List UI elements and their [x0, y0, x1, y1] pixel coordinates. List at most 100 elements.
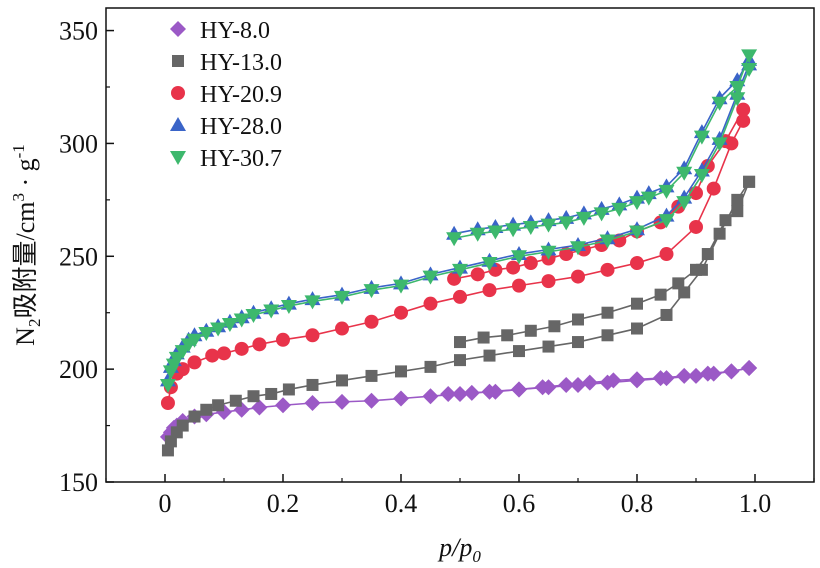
adsorption-point: [263, 304, 280, 319]
desorption-point: [558, 216, 575, 231]
desorption-point: [699, 365, 716, 382]
adsorption-point: [570, 376, 586, 393]
series-layer: [159, 49, 758, 457]
adsorption-point: [198, 327, 215, 342]
adsorption-point: [453, 289, 467, 304]
adsorption-point: [245, 308, 262, 323]
adsorption-point: [221, 318, 238, 332]
adsorption-point: [393, 390, 409, 407]
adsorption-point: [335, 321, 349, 336]
adsorption-point: [541, 274, 556, 289]
legend-marker: [171, 86, 185, 100]
desorption-point: [463, 384, 480, 401]
adsorption-point: [363, 392, 380, 409]
adsorption-point: [572, 336, 584, 349]
desorption-point: [631, 297, 643, 310]
legend-marker: [170, 21, 186, 37]
desorption-point: [629, 196, 645, 211]
adsorption-point: [234, 341, 249, 356]
adsorption-point: [659, 247, 674, 262]
desorption-point: [743, 175, 756, 188]
adsorption-point: [658, 214, 675, 229]
desorption-point: [572, 313, 584, 326]
adsorption-point: [511, 250, 527, 265]
adsorption-point: [251, 399, 268, 416]
axis-ticks: 0 0.2 0.4 0.6 0.8 1.0 150 200 250 300 350: [59, 17, 815, 518]
adsorption-point: [540, 245, 557, 260]
y-tick-label: 200: [59, 355, 98, 384]
adsorption-point: [483, 349, 496, 362]
desorption-point: [540, 218, 557, 233]
adsorption-point: [729, 92, 746, 107]
adsorption-point: [187, 355, 202, 370]
adsorption-point: [629, 225, 645, 240]
adsorption-point: [452, 263, 468, 278]
y-tick-label: 250: [59, 242, 98, 271]
x-tick-label: 0: [159, 489, 172, 518]
adsorption-point: [161, 444, 174, 457]
desorption-point: [534, 379, 551, 396]
adsorption-point: [689, 219, 703, 234]
adsorption-point: [711, 137, 728, 152]
desorption-point: [440, 385, 457, 402]
adsorption-point: [160, 396, 175, 410]
x-tick-label: 0.6: [503, 489, 536, 518]
desorption-point: [658, 184, 675, 199]
desorption-point: [611, 202, 628, 217]
legend-label: HY-13.0: [200, 50, 282, 76]
adsorption-point: [394, 305, 408, 320]
x-tick-label: 0.2: [267, 489, 300, 518]
adsorption-point: [205, 348, 220, 363]
adsorption-point: [423, 296, 438, 311]
desorption-point: [593, 207, 610, 222]
desorption-point: [612, 233, 627, 248]
adsorption-point: [188, 410, 201, 423]
adsorption-point: [688, 367, 704, 384]
desorption-point: [652, 370, 669, 387]
desorption-point: [575, 211, 592, 226]
x-tick-label: 0.8: [621, 489, 654, 518]
legend-label: HY-30.7: [200, 146, 282, 172]
legend-marker: [170, 151, 186, 165]
y-axis-title: N2吸附量/cm3 · g-1: [9, 144, 44, 346]
desorption-point: [524, 324, 537, 337]
desorption-point: [690, 263, 702, 276]
adsorption-point: [424, 360, 437, 373]
adsorption-point: [159, 378, 176, 393]
desorption-point: [559, 247, 574, 262]
desorption-point: [601, 306, 614, 319]
adsorption-point: [304, 295, 321, 310]
adsorption-point: [571, 269, 585, 284]
x-axis-title: p/p0: [437, 533, 481, 566]
desorption-point: [446, 232, 463, 247]
adsorption-point: [334, 290, 350, 305]
desorption-point: [723, 363, 740, 380]
adsorption-point: [212, 399, 225, 412]
adsorption-point: [186, 333, 203, 348]
legend-marker: [172, 55, 184, 67]
desorption-point: [523, 256, 538, 271]
adsorption-point: [481, 257, 498, 272]
adsorption-point: [280, 299, 297, 314]
desorption-point: [654, 288, 667, 301]
adsorption-point: [305, 328, 320, 343]
desorption-point: [672, 277, 685, 290]
adsorption-point: [454, 354, 466, 367]
adsorption-point: [334, 393, 350, 410]
adsorption-point: [706, 181, 721, 196]
desorption-point: [469, 227, 486, 242]
desorption-point: [477, 331, 490, 344]
legend-item: HY-28.0: [170, 114, 282, 140]
y-tick-label: 300: [59, 129, 98, 158]
adsorption-point: [282, 383, 295, 396]
adsorption-point: [630, 256, 644, 271]
x-tick-label: 1.0: [739, 489, 772, 518]
adsorption-point: [252, 337, 267, 352]
legend-label: HY-28.0: [200, 114, 282, 140]
adsorption-point: [482, 283, 497, 298]
desorption-point: [741, 49, 758, 64]
adsorption-point: [276, 332, 290, 347]
desorption-point: [487, 383, 504, 400]
adsorption-point: [364, 314, 379, 329]
adsorption-point: [422, 270, 439, 285]
